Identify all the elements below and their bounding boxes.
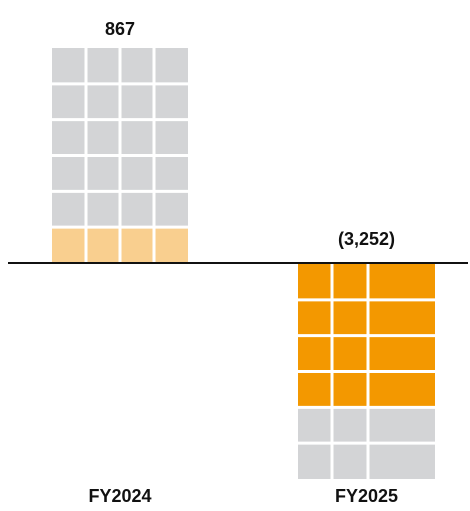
value-label: (3,252) — [338, 229, 395, 249]
value-label: 867 — [105, 19, 135, 39]
category-label: FY2024 — [88, 486, 151, 506]
category-label: FY2025 — [335, 486, 398, 506]
bars — [52, 48, 435, 479]
